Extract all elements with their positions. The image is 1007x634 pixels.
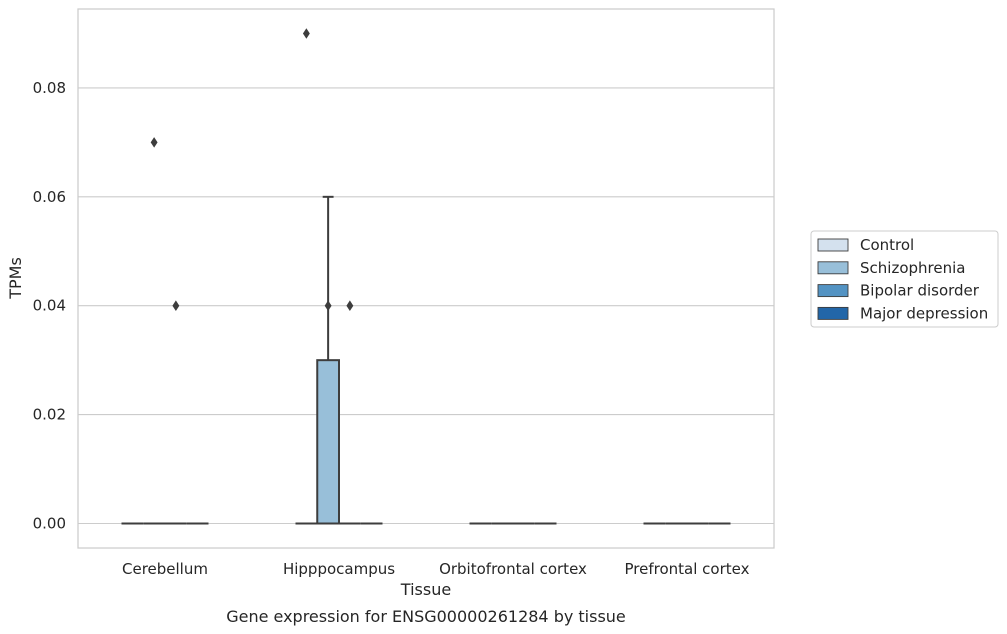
box <box>143 137 165 525</box>
legend-swatch <box>817 284 849 298</box>
legend-frame <box>810 230 999 328</box>
box-series-layer <box>121 28 731 525</box>
plot-area-frame <box>77 8 775 549</box>
y-tick-label: 0.08 <box>33 79 66 97</box>
chart-caption: Gene expression for ENSG00000261284 by t… <box>226 607 626 626</box>
legend-item: Major depression <box>817 304 988 322</box>
outlier-point <box>302 28 310 39</box>
x-tick-label: Hipppocampus <box>283 560 395 578</box>
legend-label: Schizophrenia <box>860 259 965 277</box>
legend-label: Bipolar disorder <box>860 282 980 300</box>
legend-label: Major depression <box>860 304 988 322</box>
outlier-point <box>172 300 180 312</box>
legend-item: Schizophrenia <box>817 259 965 277</box>
legend-item: Bipolar disorder <box>817 282 980 300</box>
legend-label: Control <box>860 236 914 254</box>
y-axis-label: TPMs <box>6 257 25 300</box>
series-bipolar-disorder <box>165 300 709 525</box>
box <box>316 195 340 525</box>
legend-item: Control <box>817 236 914 254</box>
legend-swatch <box>817 306 849 320</box>
y-tick-label: 0.04 <box>33 297 66 315</box>
x-axis-label: Tissue <box>400 580 451 599</box>
x-tick-label: Prefrontal cortex <box>625 560 750 578</box>
box <box>165 300 187 525</box>
legend-swatch <box>817 238 849 252</box>
y-tick-label: 0.06 <box>33 188 66 206</box>
x-tick-label: Orbitofrontal cortex <box>439 560 587 578</box>
outlier-point <box>324 300 332 312</box>
series-control <box>121 28 666 525</box>
outlier-point <box>346 300 354 312</box>
x-tick-label: Cerebellum <box>122 560 208 578</box>
outlier-point <box>150 137 158 148</box>
gridlines <box>78 87 774 525</box>
series-schizophrenia <box>143 137 687 525</box>
y-axis-ticks: 0.00 0.02 0.04 0.06 0.08 <box>33 79 66 533</box>
box <box>339 300 361 525</box>
legend: Control Schizophrenia Bipolar disorder Majo… <box>810 230 999 328</box>
y-tick-label: 0.00 <box>33 515 66 533</box>
box <box>295 28 318 525</box>
x-axis-ticks: Cerebellum Hipppocampus Orbitofrontal cort… <box>122 560 750 578</box>
box-body <box>316 359 340 525</box>
y-tick-label: 0.02 <box>33 406 66 424</box>
legend-swatch <box>817 261 849 275</box>
